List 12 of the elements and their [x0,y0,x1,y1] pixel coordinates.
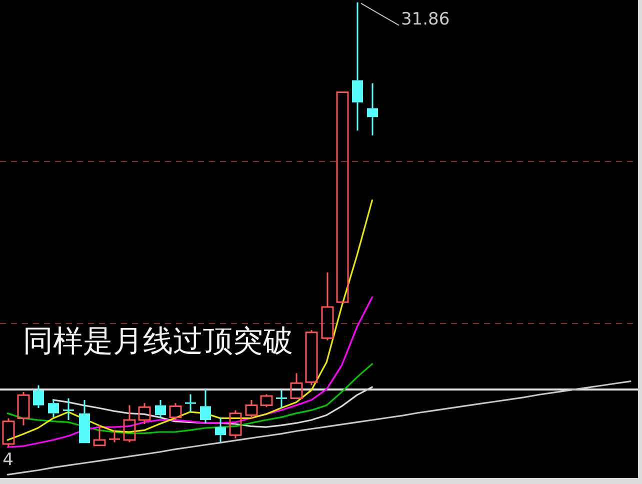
candlestick [123,404,136,443]
candlestick [93,424,106,446]
text: 4 [2,450,14,470]
candlestick [275,389,288,409]
annotation: 同样是月线过顶突破 [22,324,293,359]
candlestick [184,393,197,413]
annotation: 31.86 [400,9,450,30]
candlestick [108,429,121,443]
candlestick [17,391,30,426]
candlestick [62,397,75,421]
candlestick [290,372,303,400]
candlestick [321,272,334,342]
